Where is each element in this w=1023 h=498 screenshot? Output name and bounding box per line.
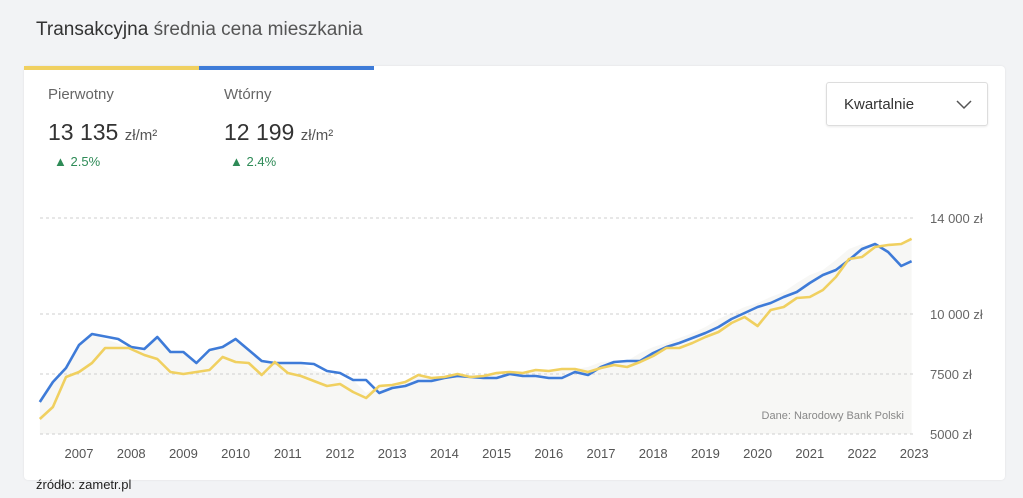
x-tick-label: 2010 xyxy=(221,446,250,461)
y-tick-label: 14 000 zł xyxy=(930,211,983,226)
y-tick-label: 5000 zł xyxy=(930,427,972,442)
x-tick-label: 2019 xyxy=(691,446,720,461)
pierwotny-color-bar xyxy=(24,66,199,70)
stat-change: 2.4% xyxy=(246,154,277,169)
x-tick-label: 2007 xyxy=(65,446,94,461)
stat-pierwotny[interactable]: Pierwotny 13 135 zł/m² ▲ 2.5% xyxy=(48,86,157,169)
x-tick-label: 2009 xyxy=(169,446,198,461)
x-tick-label: 2013 xyxy=(378,446,407,461)
stat-label: Pierwotny xyxy=(48,86,114,103)
x-tick-label: 2017 xyxy=(587,446,616,461)
arrow-up-icon: ▲ xyxy=(230,154,243,169)
data-source-annotation: Dane: Narodowy Bank Polski xyxy=(762,410,904,422)
x-tick-label: 2015 xyxy=(482,446,511,461)
stat-unit: zł/m² xyxy=(300,127,334,144)
area-fill xyxy=(39,238,912,434)
wtorny-color-bar xyxy=(199,66,374,70)
y-tick-label: 7500 zł xyxy=(930,367,972,382)
x-tick-label: 2012 xyxy=(326,446,355,461)
chevron-down-icon xyxy=(956,100,972,110)
y-tick-label: 10 000 zł xyxy=(930,307,983,322)
series-line-pierwotny xyxy=(38,237,913,420)
title-rest: średnia cena mieszkania xyxy=(153,19,363,40)
stat-label: Wtórny xyxy=(224,86,272,103)
x-tick-label: 2014 xyxy=(430,446,459,461)
x-tick-label: 2018 xyxy=(639,446,668,461)
page-title: Transakcyjna średnia cena mieszkania xyxy=(36,19,363,41)
x-tick-label: 2016 xyxy=(534,446,563,461)
x-tick-label: 2022 xyxy=(848,446,877,461)
stat-value: 12 199 xyxy=(224,119,295,145)
series-line-wtórny xyxy=(38,242,913,403)
x-tick-label: 2008 xyxy=(117,446,146,461)
title-bold: Transakcyjna xyxy=(36,19,149,40)
source-text: źródło: zametr.pl xyxy=(36,477,132,492)
stat-change: 2.5% xyxy=(70,154,101,169)
period-dropdown[interactable]: Kwartalnie xyxy=(826,82,988,126)
x-tick-label: 2021 xyxy=(795,446,824,461)
stat-value: 13 135 xyxy=(48,119,119,145)
arrow-up-icon: ▲ xyxy=(54,154,67,169)
x-tick-label: 2020 xyxy=(743,446,772,461)
stat-wtorny[interactable]: Wtórny 12 199 zł/m² ▲ 2.4% xyxy=(224,86,333,169)
x-tick-label: 2023 xyxy=(900,446,929,461)
x-tick-label: 2011 xyxy=(274,446,302,461)
stat-unit: zł/m² xyxy=(124,127,158,144)
dropdown-value: Kwartalnie xyxy=(844,96,915,113)
